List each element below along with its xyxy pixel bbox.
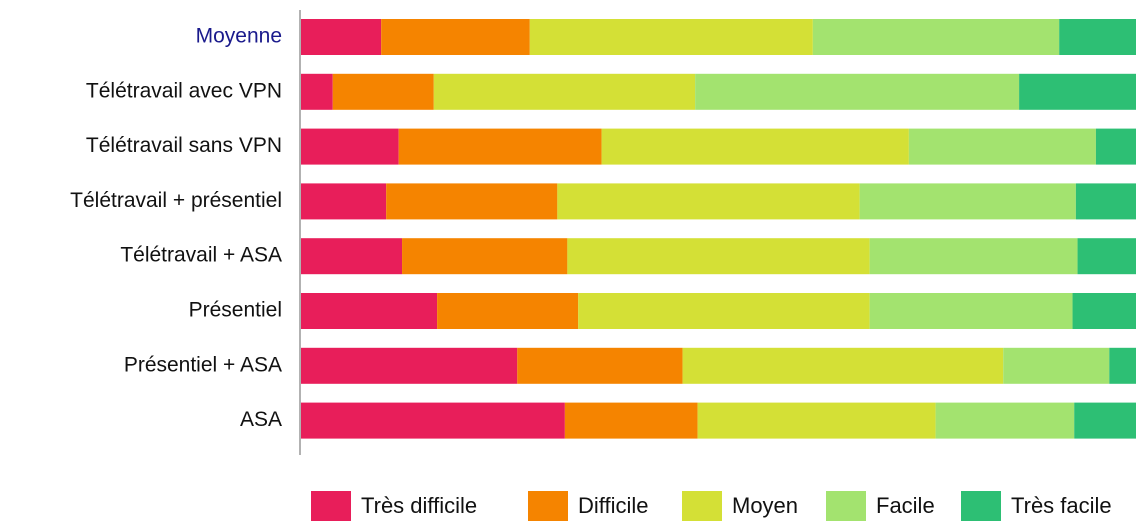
legend-swatch [311, 491, 351, 521]
bar-segment [301, 128, 399, 165]
bar-segment [402, 238, 568, 275]
legend-swatch [528, 491, 568, 521]
bar-segment [301, 347, 518, 384]
bar-segment [697, 402, 936, 439]
legend-text: Très difficile [361, 493, 477, 518]
legend-text: Moyen [732, 493, 798, 518]
bar-segment [386, 183, 558, 220]
bar-segment [301, 238, 403, 275]
bar-segment [1003, 347, 1110, 384]
bar-segment [812, 19, 1060, 55]
bar-segment [601, 128, 909, 165]
bar-segment [1075, 183, 1136, 220]
bar-segment [332, 73, 434, 110]
bar-segment [301, 73, 333, 110]
bar-segment [1077, 238, 1136, 275]
bar-segment [1072, 293, 1136, 329]
bar-segment [859, 183, 1076, 220]
legend-swatch [961, 491, 1001, 521]
bar-segment [517, 347, 683, 384]
legend-text: Difficile [578, 493, 649, 518]
y-tick-label: Télétravail + ASA [120, 244, 282, 267]
bar-segment [564, 402, 698, 439]
bar-segment [437, 293, 579, 329]
bar-segment [301, 293, 438, 329]
bar-segment [682, 347, 1004, 384]
bar-segment [869, 293, 1073, 329]
bar-segment [578, 293, 870, 329]
y-tick-label: ASA [240, 408, 282, 431]
bar-segment [1095, 128, 1136, 165]
bar-segment [1109, 347, 1136, 384]
bar-segment [869, 238, 1078, 275]
bar-segment [381, 19, 530, 55]
y-tick-label: Présentiel [189, 299, 282, 322]
y-tick-label: Télétravail avec VPN [86, 79, 282, 102]
bar-segment [398, 128, 602, 165]
legend-swatch [682, 491, 722, 521]
y-tick-label: Moyenne [196, 25, 282, 48]
bar-segment [908, 128, 1096, 165]
bar-segment [301, 183, 387, 220]
y-tick-label: Télétravail sans VPN [86, 134, 282, 157]
y-tick-label: Présentiel + ASA [124, 353, 282, 376]
bar-segment [935, 402, 1075, 439]
bar-segment [557, 183, 860, 220]
bar-segment [1059, 19, 1136, 55]
legend-text: Très facile [1011, 493, 1112, 518]
bar-segment [1074, 402, 1136, 439]
bar-segment [695, 73, 1020, 110]
bar-segment [433, 73, 696, 110]
bar-segment [529, 19, 813, 55]
bar-segment [1019, 73, 1136, 110]
bar-segment [567, 238, 870, 275]
bar-segment [301, 402, 565, 439]
legend-swatch [826, 491, 866, 521]
bar-segment [301, 19, 382, 55]
legend-text: Facile [876, 493, 935, 518]
y-tick-label: Télétravail + présentiel [70, 189, 282, 212]
